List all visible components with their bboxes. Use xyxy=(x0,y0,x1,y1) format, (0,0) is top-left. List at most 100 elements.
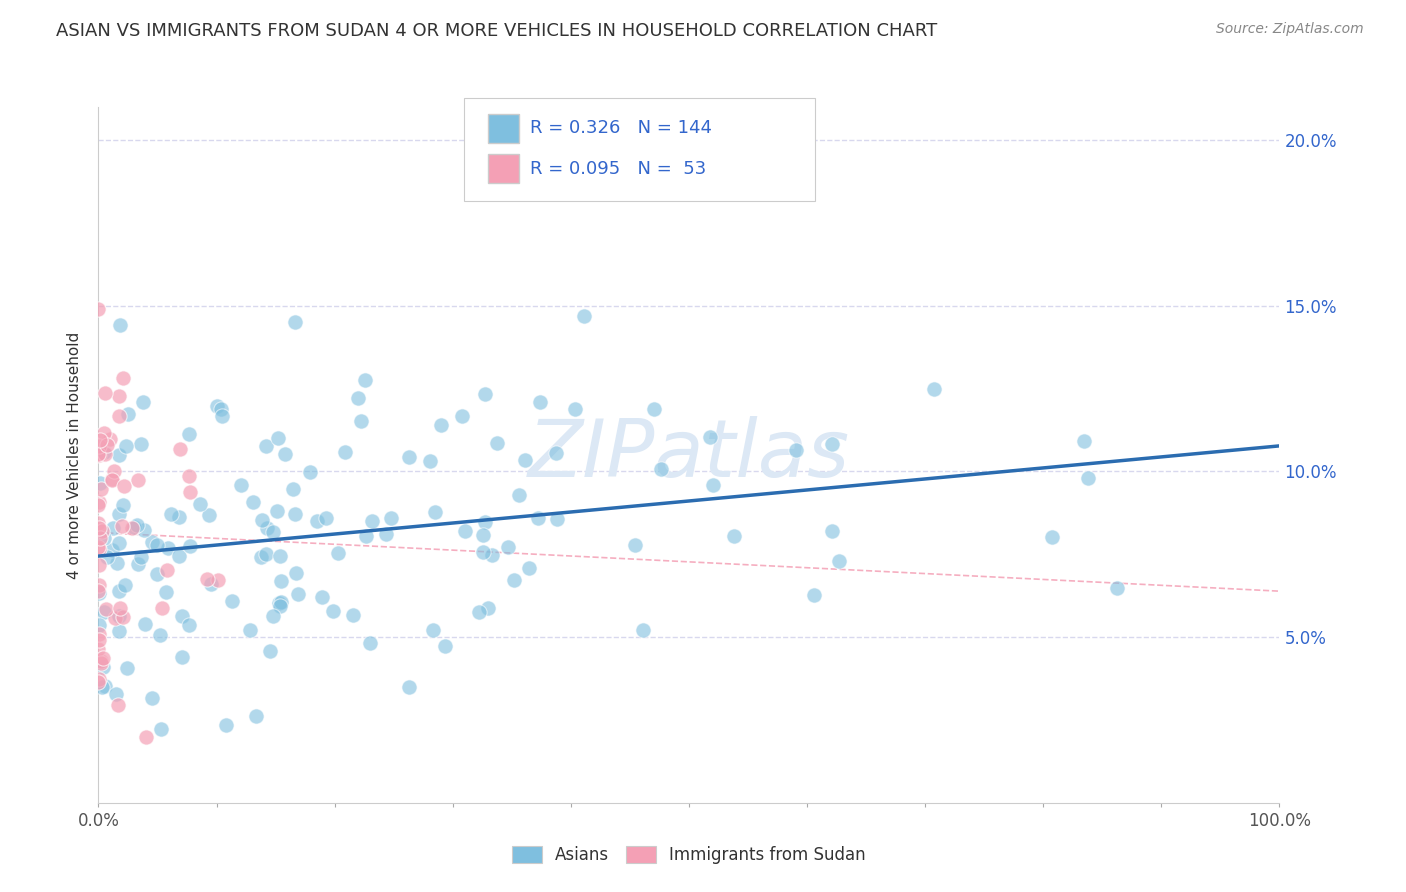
Point xyxy=(89,531,111,545)
Point xyxy=(134,617,156,632)
Point xyxy=(87,584,110,599)
Point xyxy=(104,687,127,701)
Point xyxy=(169,442,191,457)
Point xyxy=(93,531,115,545)
Point xyxy=(723,529,745,543)
Point xyxy=(179,485,201,500)
Point xyxy=(398,450,420,465)
Point xyxy=(256,521,278,535)
Point xyxy=(1107,581,1129,595)
Point xyxy=(94,446,117,460)
Point xyxy=(108,536,131,550)
Point xyxy=(269,599,291,613)
Point xyxy=(349,414,371,428)
Point xyxy=(564,401,586,416)
Point xyxy=(517,561,540,575)
Point xyxy=(127,557,149,571)
Point xyxy=(87,448,110,462)
Point xyxy=(477,601,499,615)
Point xyxy=(87,447,110,461)
Point xyxy=(112,498,135,512)
Point xyxy=(87,642,110,657)
Point xyxy=(141,690,163,705)
Point xyxy=(103,521,125,535)
Point xyxy=(108,448,131,462)
Point xyxy=(361,514,384,528)
Point xyxy=(87,540,110,554)
Point xyxy=(124,519,146,533)
Point xyxy=(643,402,665,417)
Point xyxy=(91,651,114,665)
Point xyxy=(205,399,228,413)
Point xyxy=(93,425,115,440)
Point xyxy=(188,497,211,511)
Point xyxy=(633,623,655,637)
Point xyxy=(108,409,131,423)
Point xyxy=(98,432,121,446)
Point xyxy=(132,395,155,409)
Point xyxy=(298,465,321,479)
Point xyxy=(108,608,131,623)
Point xyxy=(100,473,122,487)
Point xyxy=(398,681,420,695)
Point xyxy=(90,657,112,671)
Point xyxy=(87,673,110,687)
Point xyxy=(311,590,333,604)
Point xyxy=(87,633,110,648)
Point xyxy=(177,426,200,441)
Point xyxy=(434,639,457,653)
Point xyxy=(179,539,201,553)
Point xyxy=(283,507,305,521)
Point xyxy=(354,373,377,387)
Point xyxy=(803,588,825,602)
Point xyxy=(359,636,381,650)
Point xyxy=(195,572,218,586)
Point xyxy=(221,593,243,607)
Point xyxy=(135,730,157,744)
Point xyxy=(270,595,292,609)
Point xyxy=(90,681,112,695)
Point xyxy=(333,444,356,458)
Point xyxy=(262,609,284,624)
Point xyxy=(117,407,139,421)
Text: Source: ZipAtlas.com: Source: ZipAtlas.com xyxy=(1216,22,1364,37)
Point xyxy=(111,519,134,533)
Point xyxy=(287,587,309,601)
Point xyxy=(103,464,125,478)
Point xyxy=(274,446,297,460)
Point xyxy=(90,482,112,496)
Point xyxy=(624,538,647,552)
Point xyxy=(650,462,672,476)
Point xyxy=(821,437,844,451)
Point xyxy=(172,609,194,624)
Point xyxy=(179,469,201,483)
Point xyxy=(89,542,111,557)
Point xyxy=(250,513,273,527)
Point xyxy=(170,650,193,665)
Point xyxy=(451,409,474,423)
Point xyxy=(146,566,169,581)
Point xyxy=(1077,471,1099,485)
Point xyxy=(200,576,222,591)
Point xyxy=(115,661,138,675)
Point xyxy=(156,563,179,577)
Point xyxy=(105,556,128,570)
Point xyxy=(546,446,568,460)
Point xyxy=(107,624,129,638)
Point xyxy=(245,708,267,723)
Point xyxy=(127,517,149,532)
Point xyxy=(283,315,305,329)
Point xyxy=(425,505,447,519)
Point xyxy=(132,523,155,537)
Point xyxy=(229,478,252,492)
Point xyxy=(150,722,173,736)
Point xyxy=(285,566,308,580)
Point xyxy=(471,545,494,559)
Point xyxy=(267,596,290,610)
Point xyxy=(114,439,136,453)
Point xyxy=(90,524,112,539)
Point xyxy=(546,512,568,526)
Point xyxy=(326,546,349,560)
Point xyxy=(242,494,264,508)
Point xyxy=(259,644,281,658)
